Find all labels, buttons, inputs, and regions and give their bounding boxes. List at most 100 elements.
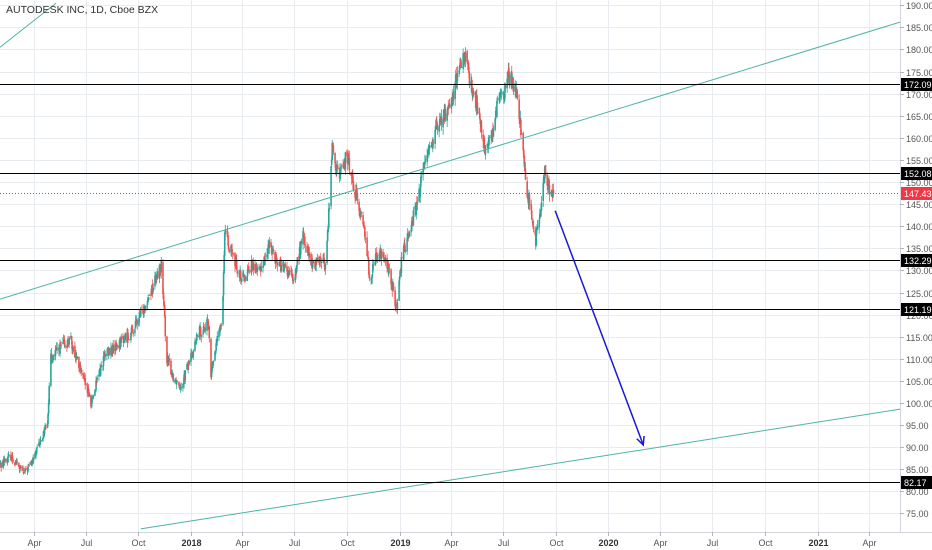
candle-body-up: [267, 244, 269, 254]
candle-body-down: [455, 74, 458, 83]
candle-body-down: [334, 153, 336, 164]
candle-body-down: [331, 143, 334, 145]
candle-body-down: [467, 61, 470, 67]
candle-body-down: [534, 230, 536, 235]
candle-body-up: [184, 370, 187, 381]
candle-body-down: [250, 269, 252, 273]
candle-body-up: [542, 175, 545, 185]
candle-body-up: [374, 253, 377, 264]
candle-body-up: [426, 154, 429, 156]
candle-body-up: [315, 260, 318, 266]
candle-body-down: [104, 353, 107, 357]
candle-body-up: [316, 257, 319, 261]
candle-body-up: [438, 126, 440, 132]
candle-body-up: [416, 202, 419, 204]
candle-body-down: [56, 347, 58, 350]
candle-body-up: [35, 453, 37, 456]
candle-body-down: [207, 325, 210, 328]
candle-body-up: [410, 221, 413, 231]
candle-body-up: [432, 143, 434, 146]
horizontal-levels[interactable]: [0, 84, 900, 483]
candle-body-down: [390, 282, 393, 288]
candle-body-up: [222, 296, 224, 325]
candle-body-down: [336, 165, 339, 170]
candle-body-down: [508, 74, 511, 86]
candle-body-up: [487, 141, 490, 150]
candle-body-up: [299, 240, 302, 255]
projection-arrow-head[interactable]: [636, 435, 645, 447]
candle-body-up: [199, 325, 201, 327]
candle-body-up: [435, 123, 438, 129]
candle-body-down: [512, 85, 515, 92]
candle-body-up: [262, 266, 264, 268]
candle-body-down: [386, 257, 388, 269]
candle-body-down: [382, 251, 384, 258]
candle-body-down: [290, 269, 293, 273]
price-tick-label: 100.00: [906, 399, 932, 409]
time-axis[interactable]: Apr Jul Oct 2018 Apr Jul Oct 2019 Apr Jul Oct 2020 A…: [27, 532, 877, 548]
candle-body-up: [327, 226, 330, 232]
price-tick-label: 150.00: [906, 178, 932, 188]
candle-body-up: [535, 231, 538, 246]
candle-body-down: [95, 379, 98, 381]
candle-body-down: [460, 59, 462, 67]
candle-body-up: [20, 467, 22, 468]
candle-body-up: [355, 189, 358, 199]
candle-body-down: [307, 246, 309, 249]
candle-body-up: [380, 250, 383, 260]
projection-arrow[interactable]: [554, 210, 645, 447]
candle-body-up: [156, 271, 159, 280]
projection-arrow-shaft[interactable]: [554, 210, 644, 446]
candle-body-down: [526, 181, 528, 198]
candle-body-up: [292, 279, 295, 283]
candle-body-down: [4, 458, 6, 463]
candle-body-down: [87, 388, 90, 393]
candle-body-up: [47, 414, 49, 425]
candle-body-down: [166, 336, 168, 364]
candle-body-up: [422, 164, 425, 171]
candle-body-down: [526, 196, 529, 200]
trendlines[interactable]: [0, 2, 901, 530]
candle-body-down: [514, 84, 517, 93]
candle-body-up: [358, 208, 361, 212]
candle-body-down: [478, 112, 481, 119]
candle-body-down: [350, 172, 352, 176]
time-tick-label: Apr: [235, 538, 249, 548]
candle-body-up: [314, 263, 317, 271]
candle-body-up: [496, 101, 498, 117]
candle-body-up: [502, 91, 504, 95]
candle-body-down: [504, 84, 507, 88]
candle-body-up: [116, 345, 119, 348]
candle-body-down: [368, 260, 370, 275]
candle-body-down: [60, 344, 62, 346]
time-tick-label: Oct: [549, 538, 564, 548]
candle-body-down: [51, 357, 53, 363]
candle-body-up: [243, 274, 245, 276]
price-tick-label: 160.00: [906, 134, 932, 144]
candle-body-down: [247, 266, 250, 271]
candle-body-up: [448, 103, 451, 108]
candle-body-up: [294, 269, 297, 280]
candle-body-up: [240, 278, 243, 283]
candle-body-down: [46, 425, 48, 427]
trendline[interactable]: [0, 2, 57, 48]
candle-body-down: [162, 262, 164, 294]
candle-body-up: [388, 268, 391, 270]
candle-body-up: [214, 351, 216, 361]
candle-body-up: [295, 265, 298, 272]
trendline[interactable]: [140, 408, 901, 530]
trendline[interactable]: [0, 21, 901, 300]
candle-body-up: [194, 341, 196, 351]
candle-body-up: [146, 300, 149, 305]
candle-body-down: [286, 266, 288, 272]
candle-body-down: [284, 263, 287, 268]
candle-body-down: [546, 174, 549, 186]
candle-body-up: [99, 368, 102, 376]
time-tick-label: 2019: [390, 538, 410, 548]
candle-body-down: [370, 278, 373, 280]
candle-body-up: [174, 379, 176, 383]
candle-body-down: [239, 270, 242, 281]
candle-body-down: [86, 384, 88, 386]
candle-body-up: [426, 155, 428, 161]
